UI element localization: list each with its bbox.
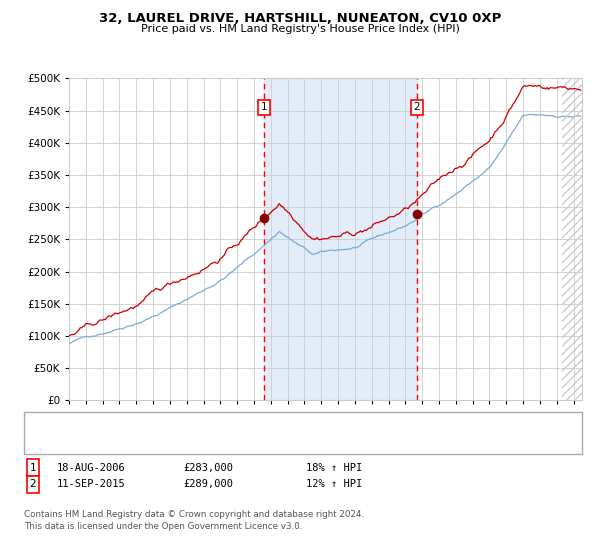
Text: 1: 1 <box>260 102 267 113</box>
Text: 12% ↑ HPI: 12% ↑ HPI <box>306 479 362 489</box>
Text: £283,000: £283,000 <box>183 463 233 473</box>
Text: 11-SEP-2015: 11-SEP-2015 <box>57 479 126 489</box>
Text: Contains HM Land Registry data © Crown copyright and database right 2024.: Contains HM Land Registry data © Crown c… <box>24 510 364 519</box>
Text: 18-AUG-2006: 18-AUG-2006 <box>57 463 126 473</box>
Text: 2: 2 <box>29 479 37 489</box>
Text: £289,000: £289,000 <box>183 479 233 489</box>
Bar <box>264 78 416 400</box>
Text: ——: —— <box>39 431 57 445</box>
Text: 2: 2 <box>413 102 420 113</box>
Text: HPI: Average price, detached house, North Warwickshire: HPI: Average price, detached house, Nort… <box>78 433 347 442</box>
Text: ——: —— <box>39 414 57 428</box>
Text: This data is licensed under the Open Government Licence v3.0.: This data is licensed under the Open Gov… <box>24 522 302 531</box>
Text: 32, LAUREL DRIVE, HARTSHILL, NUNEATON, CV10 0XP: 32, LAUREL DRIVE, HARTSHILL, NUNEATON, C… <box>99 12 501 25</box>
Text: 1: 1 <box>29 463 37 473</box>
Text: 32, LAUREL DRIVE, HARTSHILL, NUNEATON, CV10 0XP (detached house): 32, LAUREL DRIVE, HARTSHILL, NUNEATON, C… <box>78 417 420 426</box>
Text: Price paid vs. HM Land Registry's House Price Index (HPI): Price paid vs. HM Land Registry's House … <box>140 24 460 34</box>
Text: 18% ↑ HPI: 18% ↑ HPI <box>306 463 362 473</box>
